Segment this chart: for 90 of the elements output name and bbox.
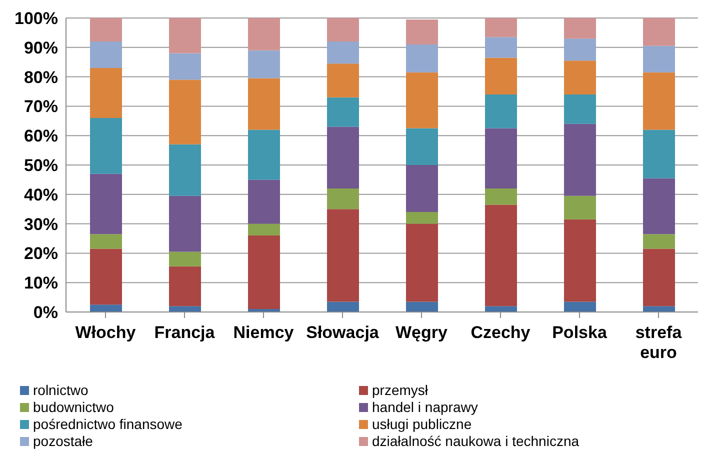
- bar: [248, 180, 280, 224]
- bar: [643, 130, 675, 178]
- y-tick-label: 40%: [24, 185, 58, 204]
- bar: [643, 72, 675, 130]
- x-tick-label: Węgry: [396, 323, 448, 342]
- bar: [327, 302, 359, 312]
- y-tick-label: 90%: [24, 38, 58, 58]
- bar: [327, 126, 359, 189]
- bar: [169, 18, 201, 54]
- bar: [564, 94, 596, 124]
- bar: [564, 124, 596, 196]
- bar: [643, 18, 675, 46]
- bar: [169, 196, 201, 252]
- y-tick-label: 50%: [24, 156, 58, 176]
- y-tick-label: 20%: [24, 244, 58, 264]
- bar: [643, 248, 675, 306]
- bar: [248, 236, 280, 310]
- bar: [90, 234, 122, 249]
- bar: [327, 97, 359, 127]
- bar: [406, 165, 438, 212]
- bar: [169, 252, 201, 266]
- bar: [169, 266, 201, 306]
- bar: [643, 178, 675, 234]
- x-tick-label: Polska: [552, 323, 608, 342]
- bar: [564, 302, 596, 312]
- x-tick-label: Francja: [154, 323, 216, 342]
- bar: [564, 219, 596, 302]
- bar: [406, 44, 438, 72]
- bar: [90, 18, 122, 42]
- bar: [564, 60, 596, 94]
- bar: [564, 196, 596, 220]
- bar: [643, 306, 675, 312]
- legend-label: rolnictwo: [33, 382, 88, 399]
- bar: [485, 37, 517, 58]
- bar: [406, 128, 438, 165]
- bar: [327, 18, 359, 42]
- bar: [248, 18, 280, 50]
- x-tick-label: Niemcy: [233, 323, 294, 342]
- y-tick-label: 60%: [24, 126, 58, 146]
- legend-label: pozostałe: [33, 433, 93, 450]
- bar: [564, 18, 596, 39]
- bar: [406, 212, 438, 224]
- bar: [485, 18, 517, 38]
- bar: [169, 53, 201, 80]
- bar: [169, 306, 201, 312]
- legend-label: budownictwo: [33, 399, 114, 416]
- bar: [643, 234, 675, 249]
- bar: [327, 64, 359, 98]
- bar: [406, 224, 438, 302]
- y-tick-label: 10%: [24, 274, 58, 293]
- bar: [485, 94, 517, 128]
- bar: [90, 304, 122, 312]
- legend-label: handel i naprawy: [372, 399, 478, 416]
- x-tick-label: Czechy: [470, 323, 531, 342]
- bar: [248, 50, 280, 78]
- bar: [90, 68, 122, 118]
- y-tick-label: 30%: [24, 214, 58, 234]
- bar: [485, 204, 517, 306]
- legend-label: pośrednictwo finansowe: [33, 416, 182, 433]
- bar: [248, 224, 280, 236]
- bar: [169, 80, 201, 144]
- bar: [327, 42, 359, 64]
- bar: [90, 248, 122, 305]
- bar: [485, 188, 517, 205]
- bar: [90, 42, 122, 68]
- bar: [406, 302, 438, 312]
- x-tick-label: Słowacja: [306, 323, 380, 342]
- bar: [643, 46, 675, 72]
- bar: [485, 306, 517, 312]
- y-tick-label: 0%: [33, 303, 58, 322]
- legend-label: usługi publiczne: [372, 416, 472, 433]
- bar: [564, 38, 596, 61]
- x-tick-label: Włochy: [75, 323, 136, 342]
- x-tick-label: strefa euro: [635, 323, 682, 362]
- bar: [248, 130, 280, 180]
- bar: [90, 118, 122, 174]
- bar: [327, 209, 359, 302]
- bar: [406, 19, 438, 44]
- bar: [248, 78, 280, 130]
- legend-label: przemysł: [372, 382, 428, 399]
- y-tick-label: 80%: [24, 68, 58, 87]
- y-tick-label: 100%: [14, 9, 58, 28]
- bar: [169, 144, 201, 196]
- legend-label: działalność naukowa i techniczna: [372, 433, 580, 450]
- bar: [485, 58, 517, 94]
- bar: [485, 128, 517, 189]
- bar: [406, 72, 438, 128]
- y-tick-label: 70%: [24, 97, 58, 116]
- bar: [90, 174, 122, 234]
- bar: [327, 188, 359, 210]
